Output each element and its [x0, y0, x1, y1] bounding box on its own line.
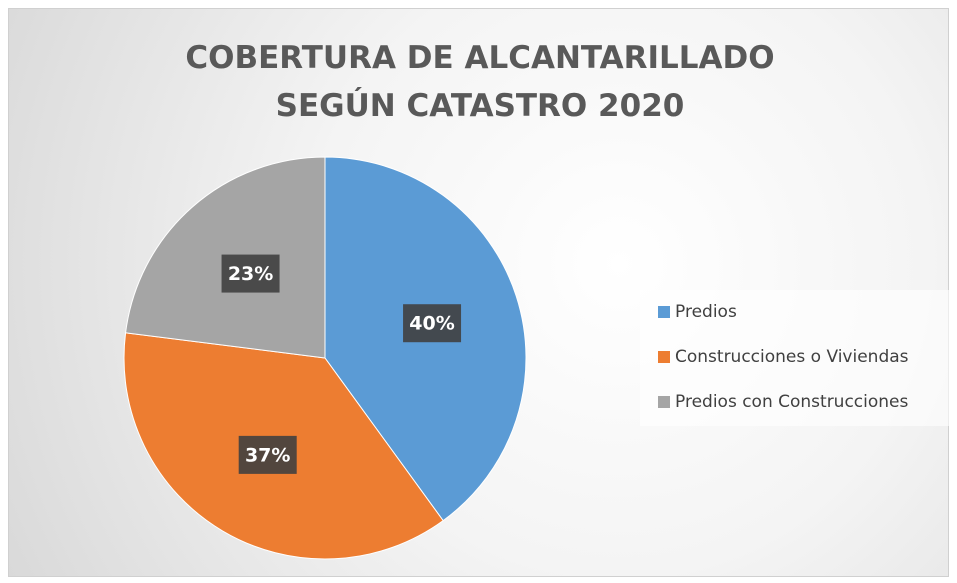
data-label: 37% — [245, 444, 290, 466]
legend-label: Construcciones o Viviendas — [675, 347, 909, 367]
data-label-box — [221, 254, 280, 293]
data-label: 23% — [228, 263, 273, 285]
legend-box — [640, 290, 950, 426]
legend-label: Predios con Construcciones — [675, 392, 909, 412]
legend-label: Predios — [675, 302, 737, 322]
data-label: 40% — [409, 313, 454, 335]
chart-title: COBERTURA DE ALCANTARILLADO SEGÚN CATAST… — [185, 40, 775, 124]
data-label-box — [238, 435, 297, 474]
legend-swatch — [658, 351, 670, 363]
legend-swatch — [658, 306, 670, 318]
data-label-box — [403, 304, 462, 343]
legend-swatch — [658, 396, 670, 408]
